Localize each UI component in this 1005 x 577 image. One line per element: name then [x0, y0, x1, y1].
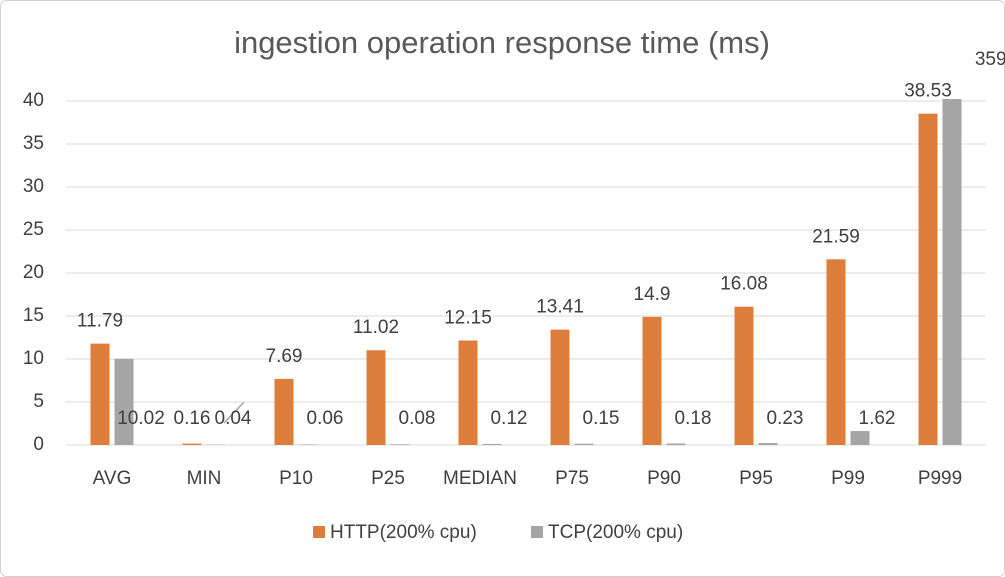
y-tick-label: 5 — [33, 391, 44, 412]
data-label: 14.9 — [634, 284, 671, 305]
x-tick-label: P10 — [279, 468, 313, 489]
data-label: 13.41 — [536, 297, 584, 318]
y-tick-label: 40 — [23, 90, 44, 111]
bar — [550, 329, 570, 445]
bar — [666, 443, 686, 445]
x-tick-label: P75 — [555, 468, 589, 489]
x-tick-label: P999 — [918, 468, 962, 489]
x-tick-label: MIN — [187, 468, 222, 489]
data-label: 0.15 — [583, 408, 620, 429]
data-label: 21.59 — [812, 226, 860, 247]
bar — [850, 431, 870, 445]
bar — [918, 113, 938, 445]
y-tick-label: 15 — [23, 305, 44, 326]
bar — [458, 340, 478, 445]
bar — [642, 316, 662, 445]
bar — [114, 358, 134, 445]
bar — [366, 350, 386, 445]
data-label: 0.16 — [174, 408, 211, 429]
x-tick-label: P99 — [831, 468, 865, 489]
data-label: 3590 — [975, 49, 1005, 70]
labels: 0 5 10 15 20 25 30 35 40 AVG 11.79 10.02 MIN 0.16 0.04… — [23, 49, 1005, 489]
bar — [942, 99, 962, 445]
x-tick-label: P25 — [371, 468, 405, 489]
data-label: 12.15 — [444, 308, 492, 329]
data-label: 7.69 — [266, 346, 303, 367]
legend-swatch — [313, 526, 325, 538]
x-tick-label: P95 — [739, 468, 773, 489]
data-label: 1.62 — [859, 408, 896, 429]
bar — [390, 444, 410, 445]
x-tick-label: MEDIAN — [443, 468, 517, 489]
bar — [90, 343, 110, 445]
bars — [90, 99, 962, 445]
data-label: 11.79 — [77, 311, 123, 332]
data-label: 0.08 — [399, 408, 436, 429]
bar — [574, 443, 594, 445]
legend-label: TCP(200% cpu) — [548, 522, 683, 543]
data-label: 11.02 — [353, 317, 399, 338]
bar — [826, 259, 846, 445]
data-label: 0.06 — [307, 408, 344, 429]
y-tick-label: 10 — [23, 348, 44, 369]
x-tick-label: AVG — [93, 468, 132, 489]
chart-title: ingestion operation response time (ms) — [234, 25, 770, 60]
bar — [482, 443, 502, 445]
data-label: 0.23 — [767, 408, 804, 429]
bar — [734, 306, 754, 445]
bar — [274, 378, 294, 445]
bar — [182, 443, 202, 445]
y-tick-label: 20 — [23, 262, 44, 283]
legend-swatch — [531, 526, 543, 538]
bar — [298, 444, 318, 445]
y-tick-label: 25 — [23, 219, 44, 240]
leader-line — [223, 401, 245, 424]
legend-label: HTTP(200% cpu) — [330, 522, 477, 543]
data-label: 38.53 — [904, 81, 952, 102]
data-label: 16.08 — [720, 274, 768, 295]
y-tick-label: 0 — [33, 434, 44, 455]
data-label: 0.04 — [215, 408, 252, 429]
x-tick-label: P90 — [647, 468, 681, 489]
y-tick-label: 30 — [23, 176, 44, 197]
y-tick-label: 35 — [23, 133, 44, 154]
data-label: 0.18 — [675, 408, 712, 429]
bar — [758, 443, 778, 445]
data-label: 0.12 — [491, 408, 528, 429]
data-label: 10.02 — [117, 408, 165, 429]
